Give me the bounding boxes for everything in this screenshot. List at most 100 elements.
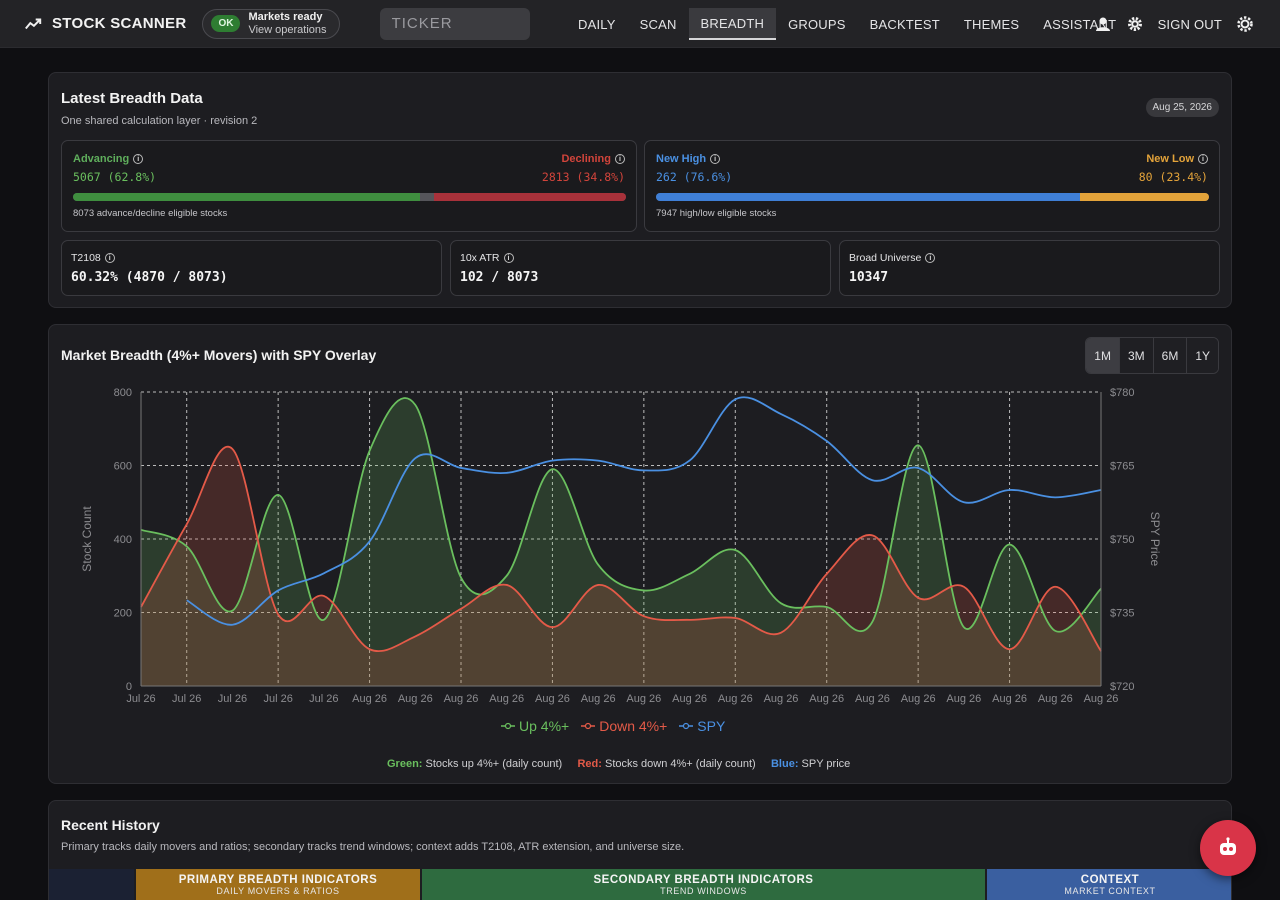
- x-tick-label: Aug 26: [444, 693, 479, 705]
- x-tick-label: Aug 26: [764, 693, 799, 705]
- x-tick-label: Aug 26: [1084, 693, 1119, 705]
- nav-scan[interactable]: SCAN: [639, 16, 677, 32]
- range-1m-button[interactable]: 1M: [1086, 338, 1119, 373]
- y2-tick-label: $720: [1110, 681, 1134, 693]
- nav-daily[interactable]: DAILY: [578, 16, 616, 32]
- advance-decline-bar: [73, 193, 626, 201]
- y-tick-label: 400: [114, 534, 132, 546]
- x-tick-label: Aug 26: [672, 693, 707, 705]
- x-tick-label: Aug 26: [901, 693, 936, 705]
- legend-up[interactable]: Up 4%+: [501, 718, 569, 734]
- y-tick-label: 0: [126, 681, 132, 693]
- x-tick-label: Aug 26: [398, 693, 433, 705]
- new-high-label: New High i: [656, 153, 721, 165]
- nav-breadth[interactable]: BREADTH: [688, 8, 777, 40]
- legend-down[interactable]: Down 4%+: [581, 718, 667, 734]
- x-tick-label: Aug 26: [352, 693, 387, 705]
- advance-decline-card: Advancing i Declining i 5067 (62.8%) 2813 …: [61, 140, 637, 232]
- x-tick-label: Aug 26: [855, 693, 890, 705]
- settings-gear-icon[interactable]: [1126, 15, 1144, 33]
- top-nav-bar: STOCK SCANNER OK Markets ready View oper…: [0, 0, 1280, 48]
- atr-value: 102 / 8073: [460, 270, 539, 285]
- t2108-card: T2108 i 60.32% (4870 / 8073): [61, 240, 442, 296]
- y-tick-label: 200: [114, 608, 132, 620]
- range-6m-button[interactable]: 6M: [1152, 338, 1187, 373]
- info-icon[interactable]: i: [615, 154, 625, 164]
- date-badge: Aug 25, 2026: [1145, 98, 1219, 117]
- y2-tick-label: $750: [1110, 534, 1134, 546]
- nav-themes[interactable]: THEMES: [963, 16, 1020, 32]
- x-tick-label: Aug 26: [581, 693, 616, 705]
- x-tick-label: Aug 26: [992, 693, 1027, 705]
- trending-up-icon: [24, 15, 42, 33]
- t2108-value: 60.32% (4870 / 8073): [71, 270, 228, 285]
- info-icon[interactable]: i: [133, 154, 144, 164]
- history-title: Recent History: [61, 817, 160, 833]
- nav-assistant[interactable]: ASSISTANT: [1043, 16, 1117, 32]
- history-subtitle: Primary tracks daily movers and ratios; …: [61, 841, 685, 853]
- recent-history-panel: Recent History Primary tracks daily move…: [48, 800, 1232, 900]
- broad-universe-card: Broad Universe i 10347: [839, 240, 1220, 296]
- high-low-bar: [656, 193, 1209, 201]
- assistant-fab-button[interactable]: [1200, 820, 1256, 876]
- series-line-up-4: [140, 397, 1102, 633]
- robot-icon: [1220, 837, 1236, 855]
- new-low-label: New Low i: [1146, 153, 1208, 165]
- y2-tick-label: $780: [1110, 387, 1134, 399]
- info-icon[interactable]: i: [503, 253, 514, 263]
- advancing-bar-fill: [73, 193, 421, 201]
- declining-value: 2813 (34.8%): [541, 170, 625, 184]
- y-tick-label: 800: [114, 387, 132, 399]
- y-axis-title: Stock Count: [80, 506, 94, 572]
- x-tick-label: Aug 26: [1038, 693, 1073, 705]
- x-tick-label: Aug 26: [535, 693, 570, 705]
- new-high-bar-fill: [656, 193, 1080, 201]
- history-header-blank: [49, 869, 134, 900]
- info-icon[interactable]: i: [710, 154, 721, 164]
- x-tick-label: Aug 26: [489, 693, 524, 705]
- advancing-label: Advancing i: [73, 153, 144, 165]
- new-low-bar-fill: [1079, 193, 1209, 201]
- y2-tick-label: $735: [1110, 608, 1134, 620]
- declining-label: Declining i: [561, 153, 625, 165]
- x-tick-label: Aug 26: [809, 693, 844, 705]
- nav-groups[interactable]: GROUPS: [788, 16, 846, 32]
- info-icon[interactable]: i: [1198, 154, 1208, 164]
- main-nav: DAILY SCAN BREADTH GROUPS BACKTEST THEME…: [566, 0, 1128, 48]
- status-title: Markets ready: [248, 10, 323, 23]
- range-3m-button[interactable]: 3M: [1118, 338, 1153, 373]
- ad-eligible-note: 8073 advance/decline eligible stocks: [73, 208, 228, 219]
- x-tick-label: Aug 26: [946, 693, 981, 705]
- x-tick-label: Aug 26: [718, 693, 753, 705]
- market-status-pill[interactable]: OK Markets ready View operations: [202, 8, 340, 39]
- new-low-value: 80 (23.4%): [1138, 170, 1208, 184]
- latest-breadth-title: Latest Breadth Data: [61, 90, 203, 107]
- x-tick-label: Jul 26: [126, 693, 155, 705]
- chart-caption: Green: Stocks up 4%+ (daily count) Red: …: [387, 758, 851, 770]
- brand[interactable]: STOCK SCANNER: [24, 15, 186, 33]
- status-badge: OK: [211, 15, 241, 32]
- series-line-down-4: [140, 445, 1102, 652]
- ticker-search-input[interactable]: [379, 7, 530, 40]
- series-area-up-4: [141, 398, 1101, 686]
- info-icon[interactable]: i: [925, 253, 936, 263]
- view-operations-link[interactable]: View operations: [248, 23, 327, 36]
- info-icon[interactable]: i: [104, 253, 115, 263]
- breadth-chart: 0 200 400 600 800 $720 $735 $750 $765 $780 Jul 26 J…: [80, 387, 1162, 705]
- nav-backtest[interactable]: BACKTEST: [869, 16, 940, 32]
- user-icon[interactable]: [1094, 15, 1112, 33]
- sign-out-button[interactable]: SIGN OUT: [1157, 16, 1222, 32]
- universe-label: Broad Universe i: [849, 252, 936, 264]
- y-tick-label: 600: [114, 461, 132, 473]
- x-tick-label: Jul 26: [218, 693, 247, 705]
- header-primary-indicators: PRIMARY BREADTH INDICATORS DAILY MOVERS &…: [136, 869, 420, 900]
- series-area-down-4: [141, 446, 1101, 686]
- range-1y-button[interactable]: 1Y: [1186, 338, 1218, 373]
- x-tick-label: Jul 26: [172, 693, 201, 705]
- atr-card: 10x ATR i 102 / 8073: [450, 240, 831, 296]
- chart-title: Market Breadth (4%+ Movers) with SPY Ove…: [61, 347, 377, 363]
- legend-spy[interactable]: SPY: [679, 718, 725, 734]
- x-tick-label: Aug 26: [626, 693, 661, 705]
- theme-toggle-icon[interactable]: [1236, 15, 1254, 33]
- x-tick-label: Jul 26: [309, 693, 338, 705]
